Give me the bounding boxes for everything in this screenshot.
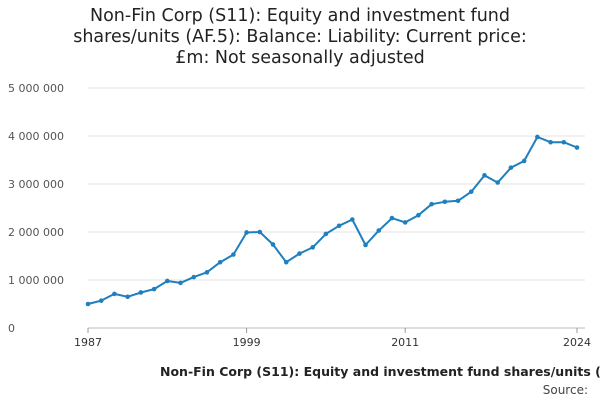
data-point bbox=[574, 145, 580, 150]
data-point bbox=[283, 259, 289, 265]
data-point bbox=[416, 212, 421, 218]
data-point bbox=[442, 199, 448, 205]
x-axis-ticks: 1987 1999 2011 2024 bbox=[74, 328, 591, 349]
y-axis-ticks: 0 1 000 000 2 000 000 3 000 000 4 000 000 5 0… bbox=[8, 82, 64, 335]
grid-lines bbox=[88, 87, 585, 329]
data-point bbox=[151, 286, 157, 292]
data-point bbox=[350, 217, 355, 222]
data-point bbox=[561, 139, 567, 145]
series-layer bbox=[85, 134, 580, 307]
data-point bbox=[455, 198, 461, 204]
data-point bbox=[125, 294, 130, 300]
data-point bbox=[257, 229, 263, 235]
data-point bbox=[389, 215, 395, 221]
x-tick-label: 1987 bbox=[74, 336, 102, 349]
data-point bbox=[112, 291, 117, 297]
data-point bbox=[376, 228, 382, 233]
data-point bbox=[310, 245, 315, 250]
data-point bbox=[204, 270, 210, 275]
x-tick-label: 2024 bbox=[563, 336, 591, 349]
data-point bbox=[363, 242, 368, 248]
data-point bbox=[336, 223, 342, 229]
y-tick-label: 1 000 000 bbox=[8, 274, 64, 287]
data-point bbox=[217, 259, 223, 265]
data-point bbox=[297, 251, 302, 256]
data-point bbox=[482, 173, 487, 178]
data-point bbox=[164, 278, 170, 284]
chart-title: Non-Fin Corp (S11): Equity and investmen… bbox=[73, 6, 527, 68]
y-tick-label: 3 000 000 bbox=[8, 178, 64, 191]
data-point bbox=[270, 242, 276, 247]
y-tick-label: 0 bbox=[8, 322, 15, 335]
legend-entry: Non-Fin Corp (S11): Equity and investmen… bbox=[160, 364, 600, 379]
x-tick-label: 1999 bbox=[233, 336, 261, 349]
data-point bbox=[521, 158, 527, 164]
y-tick-label: 4 000 000 bbox=[8, 130, 64, 143]
data-point bbox=[508, 165, 514, 170]
data-point bbox=[468, 189, 474, 194]
data-point bbox=[535, 134, 540, 140]
data-point bbox=[323, 231, 329, 237]
data-point bbox=[402, 220, 408, 225]
data-point bbox=[178, 280, 183, 286]
y-tick-label: 5 000 000 bbox=[8, 82, 64, 95]
data-point bbox=[85, 301, 91, 307]
data-point bbox=[191, 274, 197, 280]
data-point bbox=[548, 139, 553, 145]
series-line bbox=[87, 136, 578, 305]
data-point bbox=[138, 290, 144, 295]
data-point bbox=[231, 252, 236, 257]
source-label: Source: bbox=[542, 383, 588, 397]
x-tick-label: 2011 bbox=[391, 336, 419, 349]
data-point bbox=[429, 201, 434, 207]
data-point bbox=[98, 298, 104, 303]
y-tick-label: 2 000 000 bbox=[8, 226, 64, 239]
data-point bbox=[244, 230, 249, 235]
data-point bbox=[495, 180, 501, 185]
